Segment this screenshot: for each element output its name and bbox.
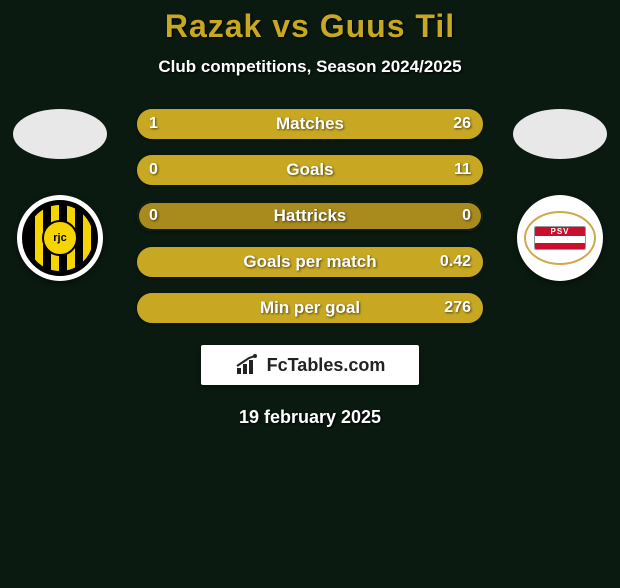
psv-logo-flag: PSV — [534, 226, 586, 250]
brand-chart-icon — [235, 354, 261, 376]
page-title: Razak vs Guus Til — [0, 8, 620, 45]
player-right-column: PSV — [500, 109, 620, 281]
stat-value-right: 0.42 — [440, 247, 471, 277]
brand-text: FcTables.com — [267, 355, 386, 376]
roda-jc-logo: rjc — [22, 200, 98, 276]
stat-value-left: 0 — [149, 201, 158, 231]
stat-bar: Goals per match0.42 — [137, 247, 483, 277]
stat-value-right: 0 — [462, 201, 471, 231]
stat-bar-fill-right — [137, 155, 483, 185]
stat-bar-fill-right — [151, 109, 483, 139]
player-right-avatar — [513, 109, 607, 159]
stat-bar: Hattricks0 0 — [137, 201, 483, 231]
stat-value-right: 11 — [454, 155, 471, 185]
player-left-avatar — [13, 109, 107, 159]
club-badge-left: rjc — [17, 195, 103, 281]
player-left-column: rjc — [0, 109, 120, 281]
stat-value-left: 0 — [149, 155, 158, 185]
roda-jc-logo-inner: rjc — [42, 220, 78, 256]
stat-bar-fill-right — [137, 247, 483, 277]
comparison-panel: rjc PSV Matches126Goals011Hattricks00Goa… — [0, 109, 620, 428]
stat-value-left: 1 — [149, 109, 158, 139]
stat-bar: Min per goal276 — [137, 293, 483, 323]
stat-bars: Matches126Goals011Hattricks00Goals per m… — [137, 109, 483, 323]
stat-value-right: 276 — [444, 293, 471, 323]
subtitle: Club competitions, Season 2024/2025 — [0, 57, 620, 77]
stat-value-right: 26 — [453, 109, 471, 139]
brand-box[interactable]: FcTables.com — [201, 345, 419, 385]
stat-bar: Goals011 — [137, 155, 483, 185]
club-badge-right: PSV — [517, 195, 603, 281]
stat-bar-label: Hattricks — [137, 201, 483, 231]
psv-logo: PSV — [524, 211, 596, 265]
date-label: 19 february 2025 — [0, 407, 620, 428]
stat-bar: Matches126 — [137, 109, 483, 139]
stat-bar-fill-right — [137, 293, 483, 323]
